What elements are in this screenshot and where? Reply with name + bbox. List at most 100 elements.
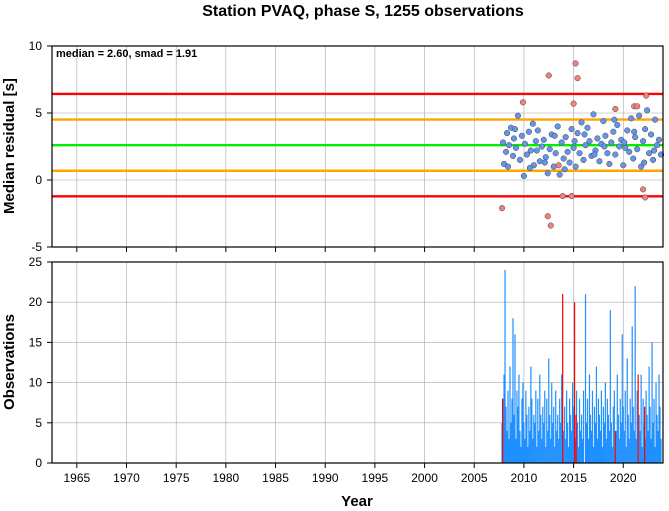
residual-point xyxy=(552,150,559,157)
residual-point xyxy=(499,139,507,146)
residual-point xyxy=(547,222,554,229)
residual-frame xyxy=(51,45,664,248)
residual-point xyxy=(604,150,611,157)
x-tick-label: 2020 xyxy=(610,471,637,485)
residual-point xyxy=(521,140,528,147)
residual-point xyxy=(631,128,638,135)
residual-point xyxy=(608,139,615,146)
residual-point xyxy=(564,148,571,155)
residual-point xyxy=(571,138,578,145)
residual-point xyxy=(648,131,655,138)
residual-panel: 10 5 0 -5 median = 2.60, smad = 1.91 Median… xyxy=(1,39,665,254)
residual-point xyxy=(570,100,577,107)
residual-point xyxy=(642,194,649,201)
x-tick-label: 1985 xyxy=(262,471,289,485)
residual-y-tick-label: 10 xyxy=(29,39,43,53)
residual-point xyxy=(555,162,562,169)
residual-point xyxy=(544,170,551,177)
x-tick-label: 2015 xyxy=(560,471,587,485)
residual-point xyxy=(558,139,565,146)
residual-point xyxy=(640,138,647,145)
residual-point xyxy=(516,156,523,163)
residual-point xyxy=(636,112,643,119)
x-tick-label: 1970 xyxy=(113,471,140,485)
residual-point xyxy=(538,143,545,150)
residual-point xyxy=(584,124,591,131)
residual-point xyxy=(652,116,659,123)
observations-y-tick-label: 0 xyxy=(35,456,42,470)
residual-point xyxy=(600,117,607,125)
residual-point xyxy=(581,131,588,138)
residual-y-tick-label: -5 xyxy=(31,240,42,254)
residual-point xyxy=(570,144,577,151)
residual-point xyxy=(554,123,561,130)
observations-y-tick-label: 5 xyxy=(35,416,42,430)
residual-point xyxy=(545,72,552,79)
residual-point xyxy=(532,138,539,145)
residual-point xyxy=(590,111,597,118)
residual-point xyxy=(646,150,653,157)
residual-point xyxy=(644,107,651,114)
residual-point xyxy=(641,159,648,166)
residual-point xyxy=(650,156,657,163)
observations-y-tick-label: 10 xyxy=(29,376,43,390)
residual-point xyxy=(540,136,547,143)
residual-point xyxy=(596,158,603,165)
residual-point xyxy=(544,213,551,220)
residual-point xyxy=(643,92,650,99)
residual-point xyxy=(576,150,583,157)
residual-point xyxy=(632,134,639,141)
observations-y-axis-label: Observations xyxy=(1,314,18,410)
residual-point xyxy=(612,151,619,158)
residual-point xyxy=(574,130,581,137)
residual-point xyxy=(602,132,609,139)
residual-point xyxy=(591,151,598,158)
residual-x-ticks xyxy=(76,247,624,252)
residual-point xyxy=(523,151,530,158)
stats-annotation: median = 2.60, smad = 1.91 xyxy=(56,48,197,60)
observations-y-ticks: 25 20 15 10 5 0 xyxy=(29,255,52,470)
residual-point xyxy=(626,148,633,155)
residual-point xyxy=(611,116,618,123)
residual-point xyxy=(630,155,637,162)
residual-y-tick-label: 0 xyxy=(35,173,42,187)
residual-point xyxy=(638,163,645,170)
residual-point xyxy=(560,155,567,162)
x-tick-label: 1965 xyxy=(63,471,90,485)
residual-point xyxy=(541,159,548,166)
observations-y-tick-label: 20 xyxy=(29,295,43,309)
residual-point xyxy=(551,132,558,139)
x-tick-label: 1980 xyxy=(213,471,240,485)
residual-point xyxy=(562,134,569,141)
observations-y-tick-label: 25 xyxy=(29,255,43,269)
observations-x-ticks: 1965 1970 1975 1980 1985 1990 1995 2000 2005 2010… xyxy=(63,463,637,485)
residual-point xyxy=(556,171,563,178)
x-tick-label: 2010 xyxy=(511,471,538,485)
residual-point xyxy=(511,126,519,133)
residual-point xyxy=(568,193,575,200)
residual-point xyxy=(606,160,613,167)
residual-point xyxy=(624,127,631,134)
x-tick-label: 2000 xyxy=(411,471,438,485)
residual-point xyxy=(550,163,557,170)
residual-point xyxy=(610,128,617,135)
residual-point xyxy=(568,126,575,133)
residual-y-tick-label: 5 xyxy=(35,106,42,120)
residual-point xyxy=(510,135,518,142)
residual-point xyxy=(572,60,579,67)
residual-point xyxy=(653,142,661,149)
residual-point xyxy=(502,148,510,155)
observations-bars xyxy=(501,270,662,463)
residual-point xyxy=(566,159,573,166)
residual-point xyxy=(572,163,579,170)
residual-point xyxy=(533,147,540,154)
residual-point xyxy=(651,147,658,154)
residual-point xyxy=(542,154,549,161)
observations-frame xyxy=(51,261,664,464)
residual-point xyxy=(499,205,506,212)
residual-point xyxy=(634,146,641,153)
chart-title: Station PVAQ, phase S, 1255 observations xyxy=(202,3,524,20)
residual-point xyxy=(614,122,621,129)
